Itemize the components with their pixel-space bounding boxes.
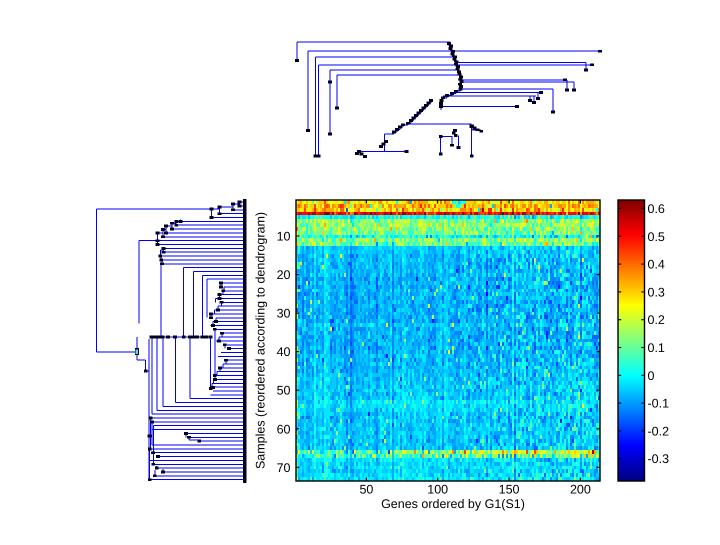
svg-text:0.1: 0.1 <box>648 341 665 355</box>
svg-text:60: 60 <box>277 422 291 436</box>
svg-text:50: 50 <box>277 384 291 398</box>
svg-text:50: 50 <box>359 483 373 497</box>
svg-text:100: 100 <box>427 483 448 497</box>
svg-text:Samples (reordered according t: Samples (reordered according to dendrogr… <box>254 212 268 469</box>
svg-text:20: 20 <box>277 268 291 282</box>
svg-text:200: 200 <box>570 483 591 497</box>
svg-text:-0.3: -0.3 <box>648 452 670 466</box>
svg-text:0.5: 0.5 <box>648 230 665 244</box>
svg-text:-0.1: -0.1 <box>648 397 670 411</box>
svg-text:10: 10 <box>277 230 291 244</box>
svg-text:0.3: 0.3 <box>648 285 665 299</box>
svg-text:0: 0 <box>648 369 655 383</box>
svg-text:-0.2: -0.2 <box>648 424 670 438</box>
svg-text:Genes ordered by G1(S1): Genes ordered by G1(S1) <box>381 497 525 511</box>
svg-text:150: 150 <box>499 483 520 497</box>
svg-text:40: 40 <box>277 345 291 359</box>
svg-text:70: 70 <box>277 461 291 475</box>
svg-text:30: 30 <box>277 307 291 321</box>
svg-text:0.4: 0.4 <box>648 258 665 272</box>
svg-text:0.6: 0.6 <box>648 202 665 216</box>
svg-text:0.2: 0.2 <box>648 313 665 327</box>
